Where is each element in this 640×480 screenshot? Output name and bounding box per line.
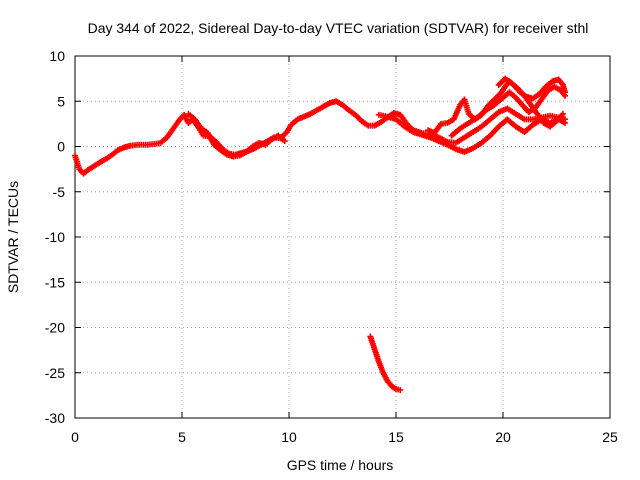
- series-track-main: [72, 98, 569, 177]
- axis-ticks: 0 5 10 15 20 25 -30 -25 -20 -15 -10 -5 0 5 10: [45, 48, 618, 445]
- y-tick-label: -10: [45, 229, 65, 245]
- y-tick-label: -15: [45, 274, 65, 290]
- data-point: [562, 119, 569, 126]
- data-point: [562, 92, 569, 99]
- y-axis-title: SDTVAR / TECUs: [5, 181, 21, 293]
- data-point: [397, 386, 404, 393]
- x-tick-label: 20: [495, 429, 511, 445]
- series-track-5: [495, 75, 566, 130]
- x-tick-label: 10: [281, 429, 297, 445]
- series-track-6: [185, 110, 288, 160]
- x-tick-label: 25: [602, 429, 618, 445]
- x-tick-label: 0: [71, 429, 79, 445]
- series-track-2: [375, 111, 569, 155]
- x-tick-label: 15: [388, 429, 404, 445]
- y-tick-label: 5: [57, 93, 65, 109]
- y-tick-label: -30: [45, 410, 65, 426]
- data-point: [559, 110, 566, 117]
- y-tick-label: 10: [49, 48, 65, 64]
- x-tick-label: 5: [178, 429, 186, 445]
- y-tick-label: 0: [57, 139, 65, 155]
- series-track-4: [448, 83, 569, 139]
- data-point: [281, 138, 288, 145]
- chart-title: Day 344 of 2022, Sidereal Day-to-day VTE…: [88, 20, 589, 36]
- y-tick-label: -20: [45, 320, 65, 336]
- y-tick-label: -5: [53, 184, 66, 200]
- series-track-7: [367, 333, 404, 393]
- y-tick-label: -25: [45, 365, 65, 381]
- series-layer: [72, 75, 569, 393]
- x-axis-title: GPS time / hours: [287, 457, 394, 473]
